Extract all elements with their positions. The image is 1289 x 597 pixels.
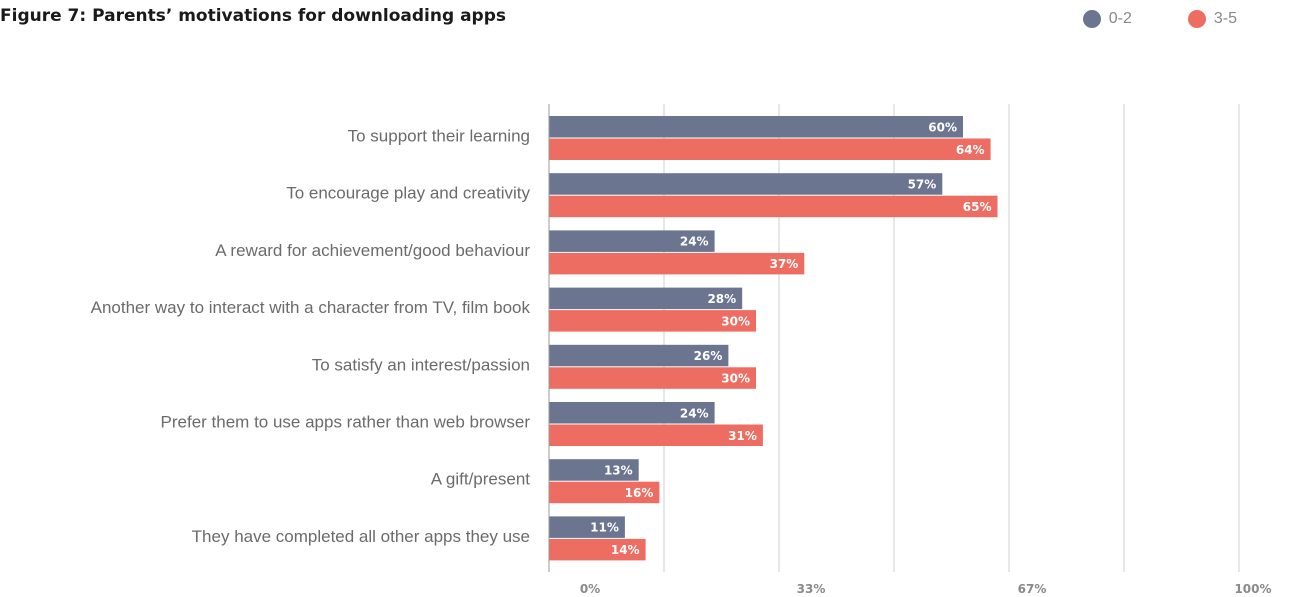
bar-3-5-0 <box>549 138 991 160</box>
bar-0-2-7 <box>549 516 625 538</box>
category-label: To encourage play and creativity <box>286 184 530 203</box>
bar-0-2-2 <box>549 230 715 252</box>
category-label: To support their learning <box>348 127 530 146</box>
bar-0-2-3 <box>549 287 743 310</box>
legend: 0-2 3-5 <box>1082 10 1237 28</box>
value-label: 26% <box>694 349 723 363</box>
bar-0-2-4 <box>549 344 729 367</box>
bar-0-2-5 <box>549 402 715 424</box>
legend-label-0-2: 0-2 <box>1108 10 1132 27</box>
category-label: A reward for achievement/good behaviour <box>215 241 530 260</box>
value-label: 37% <box>770 257 799 271</box>
bar-3-5-1 <box>549 195 998 218</box>
bar-0-2-0 <box>549 116 963 138</box>
bar-3-5-6 <box>549 481 660 504</box>
chart-title: Figure 7: Parents’ motivations for downl… <box>0 6 506 26</box>
value-label: 24% <box>680 406 709 420</box>
tick-label: 33% <box>797 582 826 596</box>
legend-swatch-0-2 <box>1082 10 1101 28</box>
tick-label: 0% <box>580 582 600 596</box>
tick-label: 67% <box>1018 582 1047 596</box>
tick-label: 100% <box>1234 582 1271 596</box>
value-label: 31% <box>728 429 757 443</box>
category-label: They have completed all other apps they … <box>192 527 530 546</box>
bar-3-5-7 <box>549 538 646 561</box>
bar-3-5-2 <box>549 252 805 275</box>
value-label: 13% <box>604 463 633 477</box>
value-label: 30% <box>721 372 750 386</box>
value-label: 11% <box>590 521 619 535</box>
legend-swatch-3-5 <box>1187 10 1206 28</box>
legend-item-3-5: 3-5 <box>1187 10 1237 28</box>
legend-item-0-2: 0-2 <box>1082 10 1132 28</box>
value-label: 60% <box>928 120 957 134</box>
value-label: 28% <box>707 292 736 306</box>
value-label: 24% <box>680 235 709 249</box>
value-label: 57% <box>908 177 937 191</box>
value-label: 65% <box>963 200 992 214</box>
category-label: A gift/present <box>431 470 531 489</box>
category-label: Another way to interact with a character… <box>91 298 531 317</box>
value-label: 16% <box>625 486 654 500</box>
category-label: Prefer them to use apps rather than web … <box>161 413 531 432</box>
bar-0-2-6 <box>549 459 639 481</box>
bar-3-5-5 <box>549 424 763 446</box>
bar-3-5-4 <box>549 367 756 389</box>
category-label: To satisfy an interest/passion <box>312 355 530 374</box>
value-label: 30% <box>721 314 750 328</box>
bar-0-2-1 <box>549 173 943 195</box>
value-label: 64% <box>956 143 985 157</box>
legend-label-3-5: 3-5 <box>1213 10 1237 27</box>
value-label: 14% <box>611 543 640 557</box>
bar-3-5-3 <box>549 310 756 332</box>
